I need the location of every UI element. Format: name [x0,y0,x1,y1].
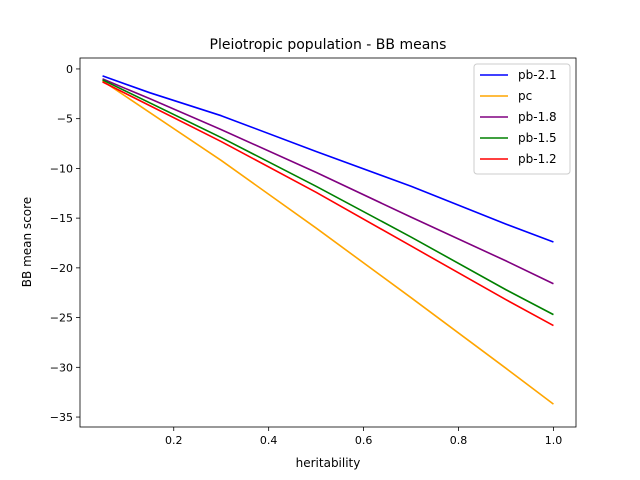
y-tick-label: −35 [50,411,73,424]
x-axis-label: heritability [296,456,361,470]
y-tick-label: −20 [50,262,73,275]
y-tick-label: −30 [50,361,73,374]
y-tick-label: −25 [50,312,73,325]
y-tick-label: −5 [57,113,73,126]
x-tick-label: 1.0 [545,434,563,447]
plot-lines [102,75,554,405]
x-axis-ticks: 0.2 0.4 0.6 0.8 1.0 [165,427,562,447]
x-tick-label: 0.2 [165,434,183,447]
legend-label: pb-1.2 [518,152,557,166]
x-tick-label: 0.4 [260,434,278,447]
legend-label: pb-1.5 [518,131,557,145]
series-line-pc [102,80,554,405]
y-axis-label: BB mean score [20,197,34,287]
legend: pb-2.1 pc pb-1.8 pb-1.5 pb-1.2 [473,63,571,175]
x-tick-label: 0.6 [355,434,373,447]
legend-label: pb-1.8 [518,110,557,124]
y-tick-label: −10 [50,162,73,175]
legend-box [473,63,571,175]
chart-title: Pleiotropic population - BB means [210,37,447,53]
y-axis-ticks: 0 −5 −10 −15 −20 −25 −30 −35 [50,63,80,424]
series-line-pb-1.5 [102,79,554,316]
series-line-pb-2.1 [102,75,554,243]
x-tick-label: 0.8 [450,434,468,447]
legend-label: pb-2.1 [518,68,557,82]
y-tick-label: −15 [50,212,73,225]
y-tick-label: 0 [66,63,73,76]
series-line-pb-1.2 [102,81,554,327]
legend-label: pc [518,89,532,103]
series-line-pb-1.8 [102,78,554,285]
plot-frame [79,57,577,428]
